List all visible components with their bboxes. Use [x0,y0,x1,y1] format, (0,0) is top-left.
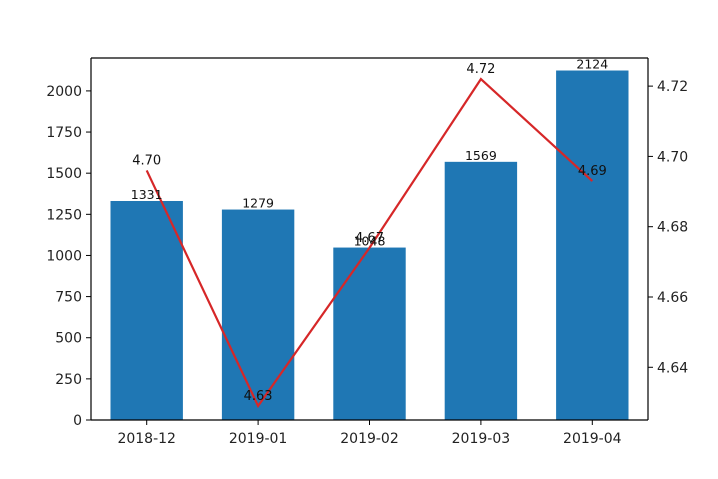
bar-2018-12 [110,200,183,420]
x-tick-label: 2019-02 [340,431,399,447]
axes-layer [86,57,653,425]
y-right-tick-label: 4.72 [657,79,688,95]
y-right-tick-label: 4.66 [657,290,688,306]
bar-2019-04 [556,70,629,420]
y-left-tick-label: 1250 [46,207,82,223]
y-left-tick-label: 750 [55,290,82,306]
line-value-label: 4.70 [132,153,161,168]
x-tick-label: 2019-01 [229,431,288,447]
y-right-tick-label: 4.70 [657,149,688,165]
y-left-tick-label: 0 [73,413,82,429]
line-layer [145,77,594,409]
y-left-tick-label: 1750 [46,125,82,141]
bar-value-label: 1569 [465,148,497,163]
line-value-label: 4.72 [466,62,495,77]
line-value-label: 4.67 [355,231,384,246]
bars-layer [110,70,629,420]
bar-value-label: 1279 [242,196,274,211]
y-left-tick-label: 500 [55,331,82,347]
y-left-tick-label: 250 [55,372,82,388]
line-series [145,77,594,409]
bar-2019-01 [221,209,295,420]
y-right-tick-label: 4.64 [657,360,688,376]
y-left-tick-label: 1500 [46,166,82,182]
bar-value-label: 1331 [131,187,163,202]
x-tick-label: 2018-12 [117,431,176,447]
bar-2019-03 [444,161,518,420]
x-tick-label: 2019-04 [563,431,622,447]
bar-2019-02 [333,247,406,420]
line-value-label: 4.69 [578,164,607,179]
bar-value-label: 2124 [576,57,608,72]
y-left-tick-label: 1000 [46,248,82,264]
bar-value-label: 1048 [354,234,386,249]
line-value-label: 4.63 [244,389,273,404]
labels-layer: 0 250 500 750 1000 1250 1500 1750 2000 4.64 4.66 4.… [46,57,688,447]
x-tick-label: 2019-03 [452,431,511,447]
y-left-tick-label: 2000 [46,84,82,100]
y-right-tick-label: 4.68 [657,220,688,236]
